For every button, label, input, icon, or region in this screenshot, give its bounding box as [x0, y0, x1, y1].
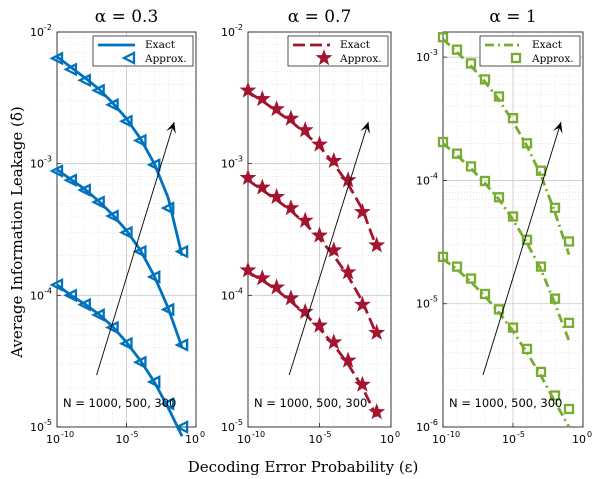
x-tick-exponent: -5: [517, 430, 525, 439]
panel-title: α = 1: [489, 7, 536, 27]
x-tick-label: 10: [309, 433, 323, 446]
y-tick-label: 10: [416, 421, 430, 434]
x-tick-exponent: -5: [131, 430, 139, 439]
y-tick-label: 10: [30, 289, 44, 302]
y-tick-label: 10: [30, 158, 44, 171]
x-tick-label: 10: [46, 433, 60, 446]
legend: Exact Approx.: [93, 36, 193, 66]
y-tick-label: 10: [30, 421, 44, 434]
x-tick-exponent: -10: [252, 430, 265, 439]
panel-title: α = 0.7: [288, 7, 352, 27]
y-tick-label: 10: [221, 421, 235, 434]
x-tick-label: 10: [237, 433, 251, 446]
y-tick-exponent: -2: [44, 23, 52, 32]
y-axis-label: Average Information Leakage (δ̄): [8, 106, 26, 359]
x-tick-label: 10: [380, 433, 394, 446]
legend: Exact Approx.: [480, 36, 580, 66]
legend-label-exact: Exact: [340, 39, 371, 51]
legend: Exact Approx.: [288, 36, 388, 66]
y-tick-exponent: -5: [235, 418, 243, 427]
x-axis-label: Decoding Error Probability (ε): [188, 458, 419, 476]
x-tick-exponent: -10: [61, 430, 74, 439]
y-tick-label: 10: [30, 26, 44, 39]
chart-panel-1: 10 -10 10 -5 10 010 -510 -410 -310 -2α = 0.3N = 1…: [30, 7, 205, 446]
x-tick-label: 10: [185, 433, 199, 446]
y-tick-label: 10: [221, 158, 235, 171]
x-tick-label: 10: [432, 433, 446, 446]
y-tick-exponent: -3: [235, 155, 243, 164]
panel-title: α = 0.3: [95, 7, 159, 27]
x-tick-exponent: 0: [395, 430, 400, 439]
legend-label-exact: Exact: [532, 39, 563, 51]
y-tick-exponent: -4: [44, 286, 52, 295]
annotation-text: N = 1000, 500, 300: [449, 396, 562, 410]
x-tick-label: 10: [502, 433, 516, 446]
x-tick-label: 10: [116, 433, 130, 446]
legend-label-approx: Approx.: [144, 53, 187, 65]
y-tick-label: 10: [221, 26, 235, 39]
x-tick-label: 10: [572, 433, 586, 446]
chart-panel-3: 10 -10 10 -5 10 010 -610 -510 -410 -3α = 1N = 100…: [416, 7, 592, 446]
y-tick-label: 10: [416, 174, 430, 187]
x-tick-exponent: -10: [447, 430, 460, 439]
legend-label-approx: Approx.: [531, 53, 574, 65]
y-tick-exponent: -6: [430, 418, 438, 427]
y-tick-exponent: -4: [235, 286, 243, 295]
y-tick-exponent: -5: [44, 418, 52, 427]
annotation-text: N = 1000, 500, 300: [63, 396, 176, 410]
y-tick-exponent: -4: [430, 171, 438, 180]
x-tick-exponent: 0: [200, 430, 205, 439]
y-tick-label: 10: [221, 289, 235, 302]
legend-label-approx: Approx.: [339, 53, 382, 65]
x-tick-exponent: 0: [587, 430, 592, 439]
y-tick-exponent: -3: [44, 155, 52, 164]
y-tick-exponent: -2: [235, 23, 243, 32]
y-tick-label: 10: [416, 51, 430, 64]
x-tick-exponent: -5: [324, 430, 332, 439]
y-tick-label: 10: [416, 298, 430, 311]
chart-panel-2: 10 -10 10 -5 10 010 -510 -410 -310 -2α = 0.7N = 1…: [221, 7, 400, 446]
annotation-text: N = 1000, 500, 300: [254, 396, 367, 410]
legend-label-exact: Exact: [145, 39, 176, 51]
y-tick-exponent: -3: [430, 48, 438, 57]
y-tick-exponent: -5: [430, 295, 438, 304]
